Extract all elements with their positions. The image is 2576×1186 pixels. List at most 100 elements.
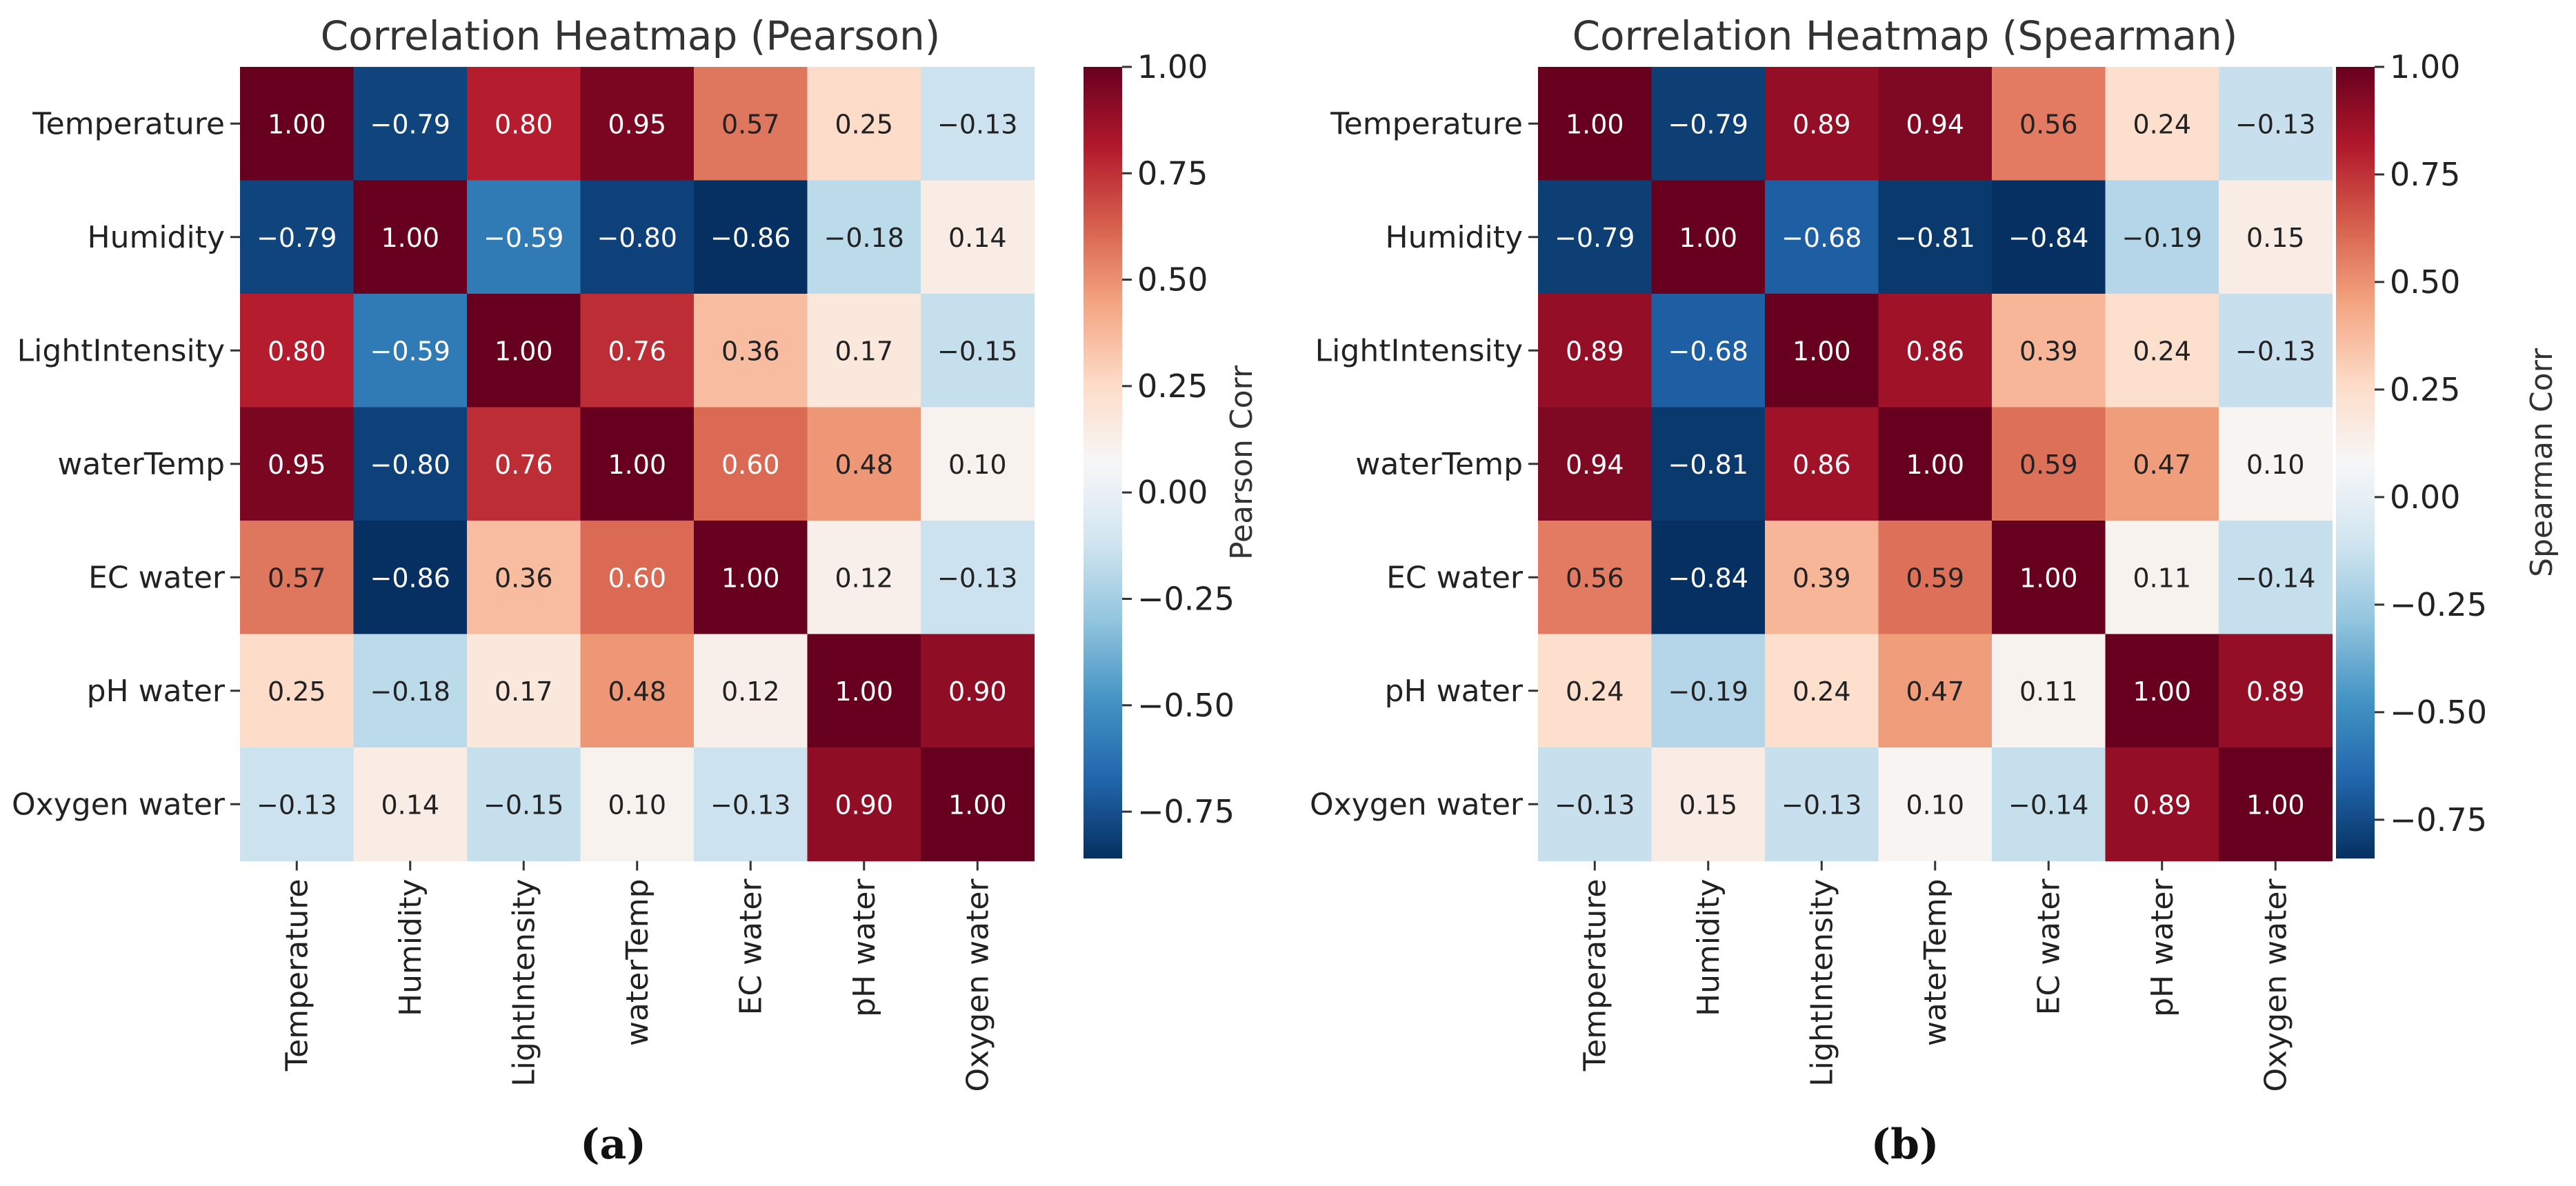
col-labels: Temperature Humidity LightIntensity waterTe… [279, 861, 995, 1092]
cell-value-label: 0.90 [835, 790, 893, 820]
heatmap-cell [240, 407, 355, 521]
cell-value-label: −0.19 [1668, 676, 1748, 707]
heatmap-cells: 1.00 −0.79 0.80 0.95 0.57 0.25 −0.13 −0.79 1.00 −… [240, 67, 1035, 862]
colorbar-label: Pearson Corr [1224, 365, 1259, 560]
cell-value-label: 0.80 [268, 336, 326, 366]
cell-value-label: −0.84 [1668, 563, 1748, 593]
colorbar-tick-label: −0.25 [1137, 581, 1235, 618]
cell-value-label: −0.79 [1555, 223, 1635, 253]
heatmap-cell [807, 407, 921, 521]
colorbar-tick-label: −0.25 [2390, 586, 2487, 623]
col-label: waterTemp [620, 879, 655, 1047]
heatmap-cell [1651, 180, 1766, 294]
heatmap-cell [2105, 407, 2219, 521]
cell-value-label: 0.86 [1793, 450, 1851, 480]
heatmap-cell [1538, 521, 1653, 635]
colorbar-tick-label: −0.75 [1137, 793, 1235, 830]
cell-value-label: 1.00 [1566, 109, 1624, 139]
heatmap-cell [1538, 294, 1653, 408]
heatmap-cells: 1.00 −0.79 0.89 0.94 0.56 0.24 −0.13 −0.79 1.00 −… [1538, 67, 2333, 862]
cell-value-label: 0.47 [1906, 676, 1964, 707]
colorbar-tick-label: −0.50 [1137, 687, 1235, 724]
cell-value-label: −0.13 [2235, 336, 2315, 366]
heatmap-cell [580, 67, 695, 181]
heatmap-cell [694, 634, 808, 748]
cell-value-label: 0.60 [721, 450, 780, 480]
heatmap-cell [2105, 634, 2219, 748]
heatmap-cell [467, 521, 581, 635]
heatmap-cell [2105, 294, 2219, 408]
row-label: Oxygen water [12, 787, 226, 822]
col-label: Temperature [279, 879, 314, 1072]
colorbar [1084, 67, 1122, 858]
col-label: EC water [2031, 878, 2066, 1016]
heatmap-cell [1651, 407, 1766, 521]
heatmap-cell [2219, 747, 2333, 862]
cell-value-label: 1.00 [268, 109, 326, 139]
cell-value-label: 0.14 [381, 790, 439, 820]
cell-value-label: −0.13 [257, 790, 337, 820]
colorbar-tick-label: 0.50 [2390, 263, 2460, 301]
cell-value-label: −0.14 [2008, 790, 2088, 820]
row-label: LightIntensity [1315, 333, 1523, 368]
heatmap-cell [2219, 67, 2333, 181]
heatmap-cell [1992, 747, 2106, 862]
heatmap-cell [580, 634, 695, 748]
col-label: Oxygen water [2258, 878, 2293, 1092]
heatmap-cell [807, 747, 921, 862]
col-label: waterTemp [1918, 879, 1953, 1047]
cell-value-label: 0.47 [2133, 450, 2191, 480]
heatmap-cell [353, 521, 468, 635]
cell-value-label: 0.59 [1906, 563, 1964, 593]
cell-value-label: 0.36 [721, 336, 780, 366]
heatmap-cell [353, 747, 468, 862]
row-label: Oxygen water [1310, 787, 1524, 822]
heatmap-cell [921, 407, 1035, 521]
cell-value-label: 0.89 [2246, 676, 2305, 707]
cell-value-label: 0.95 [268, 450, 326, 480]
heatmap-cell [1878, 634, 1993, 748]
row-label: Humidity [1385, 220, 1523, 255]
cell-value-label: −0.79 [370, 109, 450, 139]
cell-value-label: −0.18 [370, 676, 450, 707]
cell-value-label: 0.89 [2133, 790, 2191, 820]
heatmap-cell [1538, 407, 1653, 521]
heatmap-cell [1992, 521, 2106, 635]
heatmap-cell [2219, 521, 2333, 635]
chart-title: Correlation Heatmap (Spearman) [1572, 12, 2238, 59]
cell-value-label: −0.80 [597, 223, 677, 253]
heatmap-cell [694, 747, 808, 862]
cell-value-label: 0.48 [835, 450, 893, 480]
cell-value-label: −0.19 [2122, 223, 2202, 253]
col-label: LightIntensity [506, 879, 541, 1087]
cell-value-label: −0.68 [1781, 223, 1861, 253]
row-label: waterTemp [1355, 447, 1523, 482]
heatmap-cell [2105, 67, 2219, 181]
heatmap-cell [921, 180, 1035, 294]
colorbar-tick-label: 1.00 [1137, 48, 1208, 86]
cell-value-label: 1.00 [1679, 223, 1737, 253]
heatmap-cell [807, 521, 921, 635]
cell-value-label: 1.00 [495, 336, 553, 366]
cell-value-label: 1.00 [835, 676, 893, 707]
heatmap-cell [1992, 67, 2106, 181]
cell-value-label: −0.13 [1555, 790, 1635, 820]
row-label: waterTemp [57, 447, 225, 482]
heatmap-panel-pearson: Correlation Heatmap (Pearson) 1.00 −0.79 0… [12, 12, 1259, 1169]
cell-value-label: −0.84 [2008, 223, 2088, 253]
cell-value-label: −0.18 [824, 223, 904, 253]
cell-value-label: 0.80 [495, 109, 553, 139]
heatmap-cell [580, 747, 695, 862]
cell-value-label: −0.80 [370, 450, 450, 480]
heatmap-cell [694, 521, 808, 635]
colorbar-tick-label: 0.75 [2390, 156, 2460, 193]
cell-value-label: 0.25 [268, 676, 326, 707]
heatmap-cell [2105, 747, 2219, 862]
colorbar-tick-label: 0.25 [2390, 371, 2460, 408]
row-label: Temperature [32, 106, 225, 141]
cell-value-label: −0.13 [1781, 790, 1861, 820]
cell-value-label: 0.24 [1793, 676, 1851, 707]
heatmap-cell [1765, 180, 1879, 294]
heatmap-cell [240, 67, 355, 181]
